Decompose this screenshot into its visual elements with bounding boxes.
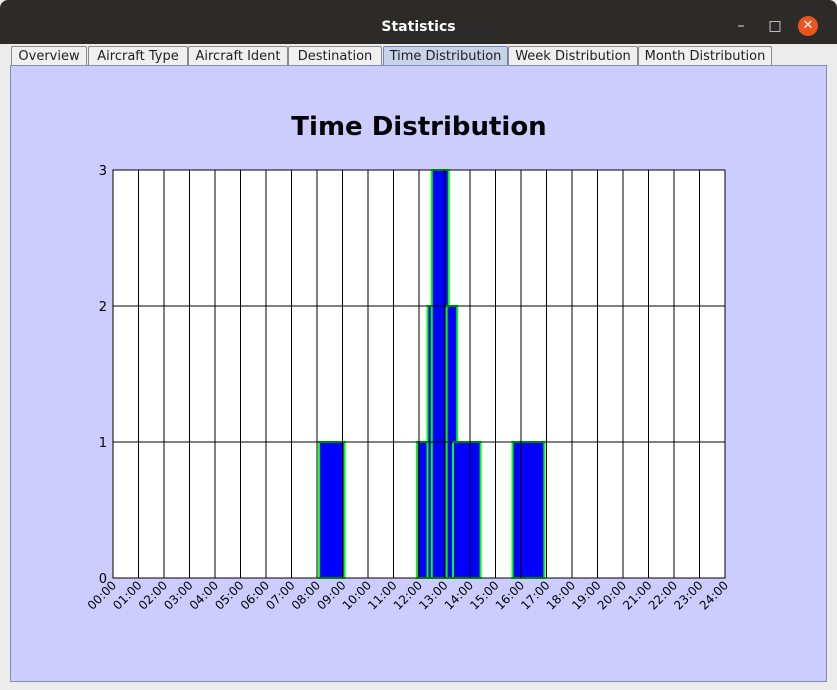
chart-panel: Time Distribution 0 1 2 3 00:00 01:00 02:00 03:… (10, 65, 827, 682)
y-tick-label: 3 (99, 164, 107, 179)
plot-border (112, 169, 726, 579)
tab-aircraft-type[interactable]: Aircraft Type (88, 46, 188, 66)
tab-destination[interactable]: Destination (288, 46, 382, 66)
tab-month-distribution[interactable]: Month Distribution (638, 46, 772, 66)
bar-5 (452, 441, 482, 579)
bar-6 (511, 441, 546, 579)
minimize-button[interactable]: – (737, 18, 745, 34)
y-tick-label: 1 (99, 436, 107, 451)
title-bar[interactable]: Statistics – □ ✕ (0, 0, 837, 44)
tab-time-distribution[interactable]: Time Distribution (383, 46, 508, 66)
tab-aircraft-ident[interactable]: Aircraft Ident (188, 46, 288, 66)
bar-0 (318, 441, 346, 579)
chart-title: Time Distribution (291, 112, 546, 142)
tab-overview[interactable]: Overview (11, 46, 87, 66)
y-tick-label: 2 (99, 300, 107, 315)
time-distribution-chart: Time Distribution 012300:0001:0002:0003:… (85, 112, 731, 613)
y-tick-label: 0 (99, 572, 107, 587)
window-title: Statistics (381, 19, 456, 35)
maximize-button[interactable]: □ (768, 18, 782, 34)
close-button[interactable]: ✕ (798, 16, 818, 36)
x-tick-label: 24:00 (697, 578, 731, 612)
tab-week-distribution[interactable]: Week Distribution (508, 46, 638, 66)
